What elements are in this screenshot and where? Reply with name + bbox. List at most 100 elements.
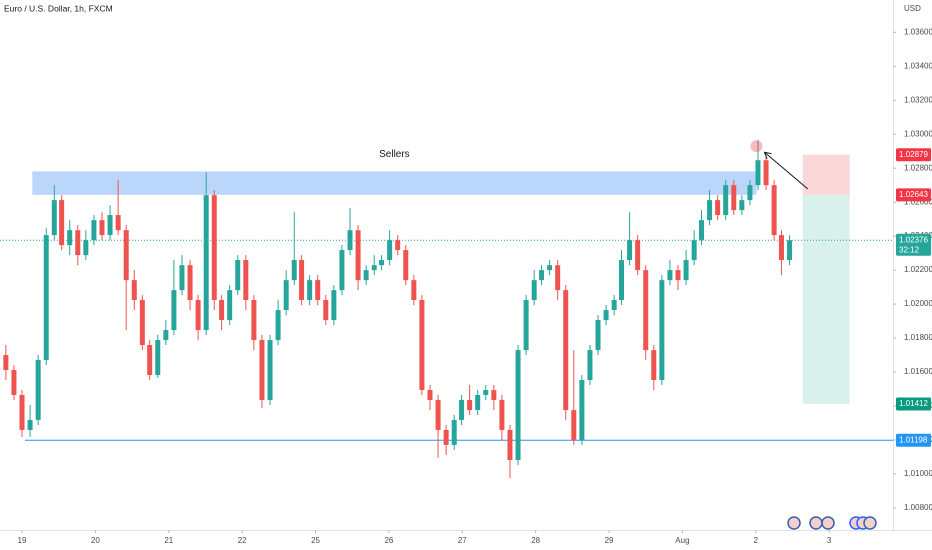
candle-body (531, 280, 537, 300)
candle-body (51, 200, 57, 236)
candle-body (571, 410, 577, 440)
x-tick-label: 22 (238, 536, 247, 545)
candle-body (283, 280, 289, 311)
x-tick-label: 26 (384, 536, 393, 545)
candle-body (67, 230, 73, 246)
candle-body (731, 185, 737, 211)
candle-body (539, 270, 545, 281)
event-icons[interactable] (787, 516, 877, 530)
price-tag (896, 188, 931, 202)
candle-body (19, 394, 25, 430)
candle-body (227, 290, 233, 321)
price-tag-label: 1.02643 (899, 190, 928, 199)
target-area (802, 194, 850, 404)
event-flag[interactable] (787, 516, 801, 530)
x-tick-label: 3 (827, 536, 832, 545)
candle-body (331, 290, 337, 321)
price-tag-label: 1.01412 (899, 399, 928, 408)
candle-body (3, 355, 9, 370)
candle-body (683, 260, 689, 281)
y-tick-label: 1.00800 (904, 503, 932, 512)
candle-body (267, 340, 273, 401)
y-tick-label: 1.03600 (904, 27, 932, 36)
candle-body (179, 265, 185, 291)
candle-body (627, 240, 633, 261)
event-flag[interactable] (809, 516, 823, 530)
candle-body (691, 240, 697, 261)
candle-body (419, 299, 425, 391)
supply-zone (32, 171, 757, 195)
stop-area (802, 154, 850, 195)
candle-body (698, 220, 704, 241)
high-marker (750, 140, 763, 153)
candle-body (299, 260, 305, 300)
candle-body (723, 185, 729, 216)
candle-body (523, 299, 529, 351)
candle-body (187, 265, 193, 300)
candle-body (667, 270, 673, 281)
candle-body (675, 270, 681, 281)
candle-body (547, 265, 553, 271)
x-tick-label: 27 (458, 536, 467, 545)
candle-body (747, 185, 753, 201)
candle-body (603, 310, 609, 321)
candle-body (155, 340, 161, 376)
price-tag-label: 1.02879 (899, 150, 928, 159)
candle-body (131, 280, 137, 300)
price-tag (896, 148, 931, 162)
price-tag (896, 433, 931, 447)
candle-body (307, 280, 313, 300)
candle-body (235, 260, 241, 291)
price-tag-label: 1.02376 (899, 235, 928, 244)
candle-body (147, 345, 153, 376)
candle-body (595, 320, 601, 351)
x-tick-label: 19 (18, 536, 27, 545)
candle-body (195, 299, 201, 331)
candle-body (587, 350, 593, 381)
candle-body (403, 250, 409, 281)
y-tick-label: 1.01000 (904, 469, 932, 478)
candle-body (83, 240, 89, 256)
candle-body (91, 220, 97, 241)
event-flag[interactable] (821, 516, 835, 530)
candle-body (707, 200, 713, 221)
candle-body (243, 260, 249, 300)
candle-body (59, 200, 65, 246)
candle-body (443, 429, 449, 445)
candle-body (755, 160, 761, 186)
candle-body (251, 299, 257, 341)
candle-body (771, 185, 777, 236)
candle-body (323, 299, 329, 321)
candle-body (211, 195, 217, 300)
candle-body (11, 369, 17, 395)
candle-body (635, 240, 641, 271)
candle-body (499, 400, 505, 430)
candle-body (739, 200, 745, 211)
event-flag[interactable] (863, 516, 877, 530)
candle-body (355, 230, 361, 281)
candle-body (99, 220, 105, 236)
currency-label: USD (904, 4, 921, 13)
candle-body (379, 260, 385, 266)
x-tick-label: 28 (531, 536, 540, 545)
price-tag (896, 233, 931, 256)
candle-body (35, 359, 41, 420)
candle-body (483, 390, 489, 395)
candle-body (395, 240, 401, 251)
candle-body (371, 265, 377, 271)
candle-body (643, 270, 649, 351)
candle-body (787, 240, 793, 261)
candle-body (459, 400, 465, 420)
countdown-label: 32:12 (899, 245, 920, 254)
y-tick-label: 1.03200 (904, 95, 932, 104)
x-tick-label: 25 (311, 536, 320, 545)
candle-body (555, 265, 561, 291)
candle-body (139, 299, 145, 346)
x-tick-label: 2 (754, 536, 759, 545)
x-tick-label: 29 (605, 536, 614, 545)
y-tick-label: 1.01600 (904, 367, 932, 376)
y-tick-label: 1.02000 (904, 299, 932, 308)
candle-body (219, 299, 225, 321)
candle-body (411, 280, 417, 300)
